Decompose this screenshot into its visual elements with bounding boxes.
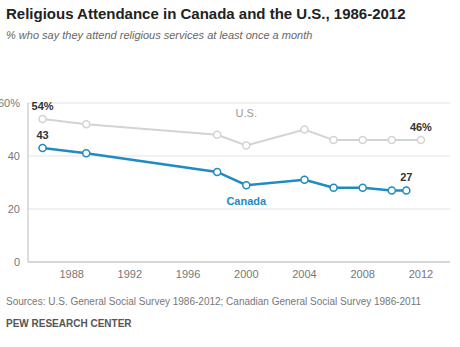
svg-text:0: 0 <box>14 256 20 268</box>
svg-text:2012: 2012 <box>409 268 433 280</box>
svg-text:2004: 2004 <box>292 268 316 280</box>
html-text:Sources: U.S. General Social S: Sources: U.S. General Social Survey 1986… <box>6 296 422 307</box>
html-text:% who say they attend religiou: % who say they attend religious services… <box>6 29 313 41</box>
svg-text:40: 40 <box>8 150 20 162</box>
svg-text:1996: 1996 <box>176 268 200 280</box>
html-text:Religious Attendance in Canada: Religious Attendance in Canada and the U… <box>6 5 406 22</box>
html-text:PEW RESEARCH CENTER: PEW RESEARCH CENTER <box>6 318 132 329</box>
svg-text:43: 43 <box>36 129 48 141</box>
svg-text:27: 27 <box>400 171 412 183</box>
svg-text:2000: 2000 <box>234 268 258 280</box>
svg-text:20: 20 <box>8 203 20 215</box>
svg-text:1988: 1988 <box>59 268 83 280</box>
svg-text:1992: 1992 <box>118 268 142 280</box>
svg-text:46%: 46% <box>410 121 432 133</box>
svg-text:U.S.: U.S. <box>236 107 257 119</box>
svg-text:54%: 54% <box>32 100 54 112</box>
svg-text:60%: 60% <box>8 97 20 109</box>
svg-text:2008: 2008 <box>350 268 374 280</box>
svg-text:Canada: Canada <box>226 195 267 207</box>
